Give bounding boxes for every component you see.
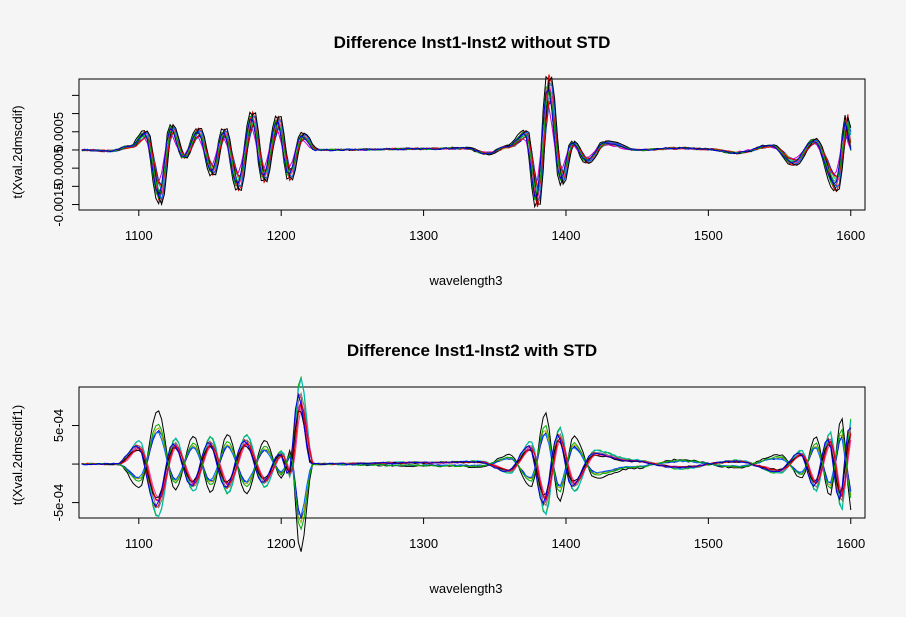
plot-area-2: 1100 1200 1300 1400 1500 1600 -5e-04 5e-04	[51, 375, 865, 552]
series-line-2-13	[81, 393, 852, 508]
x-tick-label-2-4: 1500	[694, 536, 723, 551]
x-tick-label-2-1: 1200	[267, 536, 296, 551]
x-tick-label-1-3: 1400	[552, 228, 581, 243]
y-tick-label-1-2: -0.0005	[51, 146, 66, 190]
x-tick-label-2-2: 1300	[409, 536, 438, 551]
x-axis-label-1: wavelength3	[429, 273, 503, 288]
x-tick-label-1-0: 1100	[125, 228, 153, 243]
y-axis-label-1: t(Xval.2dmscdif)	[10, 105, 25, 198]
x-tick-label-1-5: 1600	[836, 228, 865, 243]
y-axis-label-2: t(Xval.2dmscdif1)	[10, 405, 25, 505]
chart-title-1: Difference Inst1-Inst2 without STD	[334, 33, 611, 52]
series-line-1-13	[81, 89, 852, 198]
chart-panel-2: Difference Inst1-Inst2 with STD waveleng…	[10, 341, 866, 596]
chart-panel-1: Difference Inst1-Inst2 without STD wavel…	[10, 33, 866, 288]
x-tick-label-2-5: 1600	[836, 536, 865, 551]
y-tick-label-1-4: 0.0005	[51, 112, 66, 152]
x-tick-label-1-2: 1300	[409, 228, 438, 243]
y-tick-label-2-2: 5e-04	[51, 409, 66, 442]
plot-area-1: 1100 1200 1300 1400 1500 1600 -0.0015-0.00050.…	[51, 74, 865, 243]
x-tick-label-2-3: 1400	[552, 536, 581, 551]
x-tick-label-1-1: 1200	[267, 228, 296, 243]
y-tick-label-2-0: -5e-04	[51, 484, 66, 522]
x-tick-label-1-4: 1500	[694, 228, 723, 243]
series-line-2-12	[81, 423, 852, 531]
x-axis-label-2: wavelength3	[429, 581, 503, 596]
chart-title-2: Difference Inst1-Inst2 with STD	[347, 341, 597, 360]
x-tick-label-2-0: 1100	[125, 536, 153, 551]
y-tick-label-1-0: -0.0015	[51, 182, 66, 226]
